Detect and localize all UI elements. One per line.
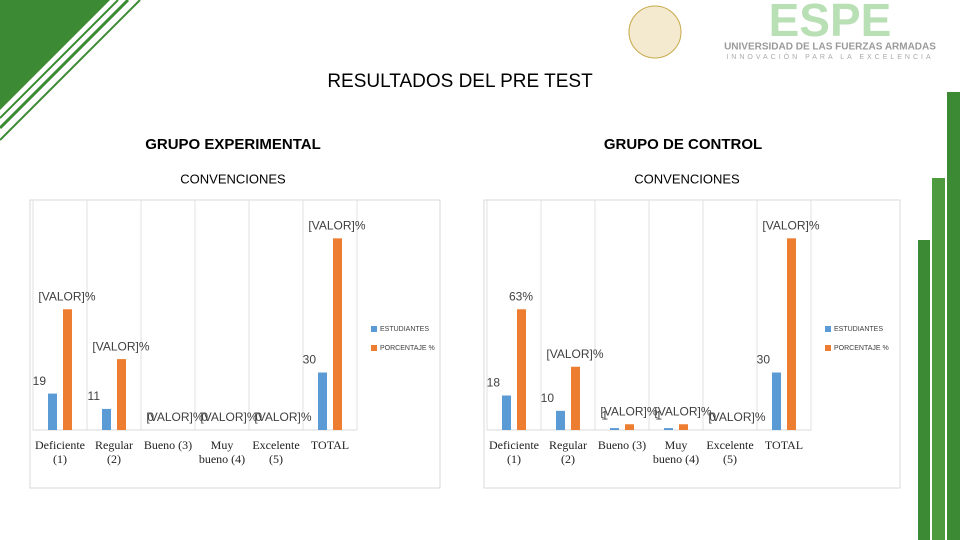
legend-swatch (825, 345, 831, 351)
x-tick-label: Muy bueno (4) (198, 438, 246, 466)
corner-decoration (0, 0, 110, 110)
x-tick-label: Bueno (3) (597, 438, 647, 452)
bar (63, 309, 72, 430)
slide-title: RESULTADOS DEL PRE TEST (327, 71, 593, 92)
logo-emblem (628, 5, 682, 59)
x-tick-label: Excelente (5) (706, 438, 754, 466)
bar (664, 428, 673, 430)
data-label: 0 (147, 410, 154, 424)
university-name: UNIVERSIDAD DE LAS FUERZAS ARMADAS (724, 42, 936, 53)
group-heading: GRUPO EXPERIMENTAL (145, 136, 321, 153)
corner-stripe (0, 0, 130, 130)
legend-label: PORCENTAJE % (380, 345, 435, 352)
data-label: 10 (541, 391, 555, 405)
side-bar (918, 240, 930, 540)
bar (556, 410, 565, 430)
bar (318, 372, 327, 430)
legend-swatch (825, 326, 831, 332)
bar (502, 395, 511, 430)
data-label: [VALOR]% (38, 289, 95, 303)
bar (517, 309, 526, 430)
bar (571, 366, 580, 430)
plot-panel (483, 199, 901, 489)
legend-swatch (371, 345, 377, 351)
data-label: [VALOR]% (92, 339, 149, 353)
plot-panel (29, 199, 441, 489)
bar (333, 238, 342, 430)
chart-title: CONVENCIONES (180, 171, 286, 186)
data-label: 30 (757, 353, 771, 367)
legend-swatch (371, 326, 377, 332)
data-label: 63% (509, 289, 533, 303)
logo-text: ESPE (769, 0, 892, 46)
bar (679, 424, 688, 430)
bar (102, 408, 111, 430)
legend-label: ESTUDIANTES (834, 326, 883, 333)
group-heading: GRUPO DE CONTROL (604, 136, 762, 153)
x-tick-label: Excelente (5) (252, 438, 300, 466)
data-label: 0 (201, 410, 208, 424)
data-label: 1 (601, 408, 608, 422)
side-bar (932, 178, 945, 540)
x-tick-label: TOTAL (764, 438, 804, 452)
legend-label: ESTUDIANTES (380, 326, 429, 333)
data-label: [VALOR]% (762, 219, 819, 233)
data-label: [VALOR]% (200, 410, 257, 424)
x-tick-label: Muy bueno (4) (652, 438, 700, 466)
corner-stripe (0, 0, 141, 141)
data-label: 18 (487, 376, 501, 390)
data-label: 0 (709, 410, 716, 424)
corner-stripe (0, 0, 119, 119)
bar (117, 359, 126, 430)
data-label: [VALOR]% (708, 410, 765, 424)
data-label: 1 (655, 408, 662, 422)
data-label: 19 (33, 374, 47, 388)
legend-label: PORCENTAJE % (834, 345, 889, 352)
data-label: [VALOR]% (600, 404, 657, 418)
bar (48, 393, 57, 430)
data-label: [VALOR]% (654, 404, 711, 418)
data-label: 11 (88, 389, 101, 403)
data-label: 30 (303, 353, 317, 367)
x-tick-label: Deficiente (1) (489, 438, 539, 466)
chart-title: CONVENCIONES (634, 171, 740, 186)
data-label: [VALOR]% (254, 410, 311, 424)
x-tick-label: Bueno (3) (143, 438, 193, 452)
data-label: [VALOR]% (546, 347, 603, 361)
x-tick-label: TOTAL (310, 438, 350, 452)
bar (787, 238, 796, 430)
data-label: 0 (255, 410, 262, 424)
x-tick-label: Deficiente (1) (35, 438, 85, 466)
bar (610, 428, 619, 430)
bar (625, 424, 634, 430)
x-tick-label: Regular (2) (95, 438, 133, 466)
x-tick-label: Regular (2) (549, 438, 587, 466)
data-label: [VALOR]% (146, 410, 203, 424)
motto: INNOVACIÓN PARA LA EXCELENCIA (726, 52, 933, 61)
side-bar (947, 92, 960, 540)
data-label: [VALOR]% (308, 219, 365, 233)
bar (772, 372, 781, 430)
